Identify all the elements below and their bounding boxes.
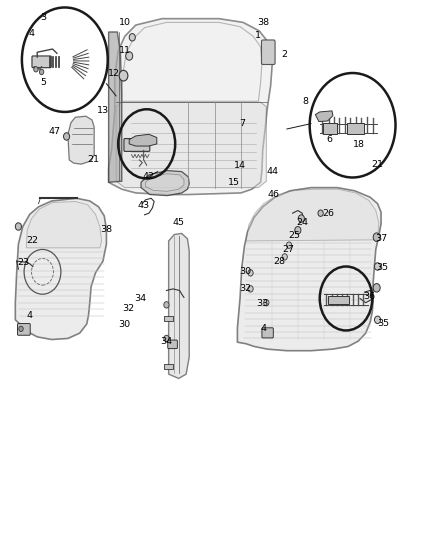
- Text: 15: 15: [227, 179, 240, 187]
- Circle shape: [119, 70, 128, 81]
- Circle shape: [164, 335, 169, 342]
- Circle shape: [298, 215, 304, 222]
- Polygon shape: [141, 171, 189, 196]
- Text: 35: 35: [377, 319, 389, 328]
- Bar: [323, 123, 337, 134]
- Polygon shape: [116, 102, 266, 188]
- Circle shape: [373, 284, 380, 292]
- Text: 24: 24: [296, 218, 308, 227]
- Text: 21: 21: [87, 156, 99, 164]
- Text: 30: 30: [118, 320, 130, 328]
- Text: 1: 1: [255, 31, 261, 40]
- Text: 27: 27: [282, 245, 294, 254]
- Text: 35: 35: [376, 263, 388, 272]
- Polygon shape: [122, 22, 262, 101]
- Circle shape: [374, 316, 381, 324]
- Text: 3: 3: [40, 13, 46, 22]
- Text: 21: 21: [371, 160, 384, 168]
- Polygon shape: [129, 134, 157, 146]
- Text: 5: 5: [40, 78, 46, 87]
- Bar: [164, 316, 173, 321]
- Text: 38: 38: [257, 18, 269, 27]
- Text: 28: 28: [273, 257, 285, 265]
- Circle shape: [318, 210, 323, 216]
- Text: 38: 38: [100, 225, 113, 233]
- Text: 45: 45: [173, 219, 185, 227]
- Polygon shape: [68, 116, 94, 164]
- Polygon shape: [15, 198, 106, 340]
- Text: 18: 18: [353, 141, 365, 149]
- Circle shape: [264, 300, 269, 306]
- Text: 6: 6: [326, 135, 332, 144]
- Circle shape: [373, 233, 380, 241]
- Circle shape: [64, 133, 70, 140]
- Polygon shape: [109, 32, 122, 182]
- Text: 22: 22: [26, 237, 38, 245]
- Text: 13: 13: [97, 106, 109, 115]
- Polygon shape: [246, 189, 379, 241]
- Text: 37: 37: [375, 234, 387, 243]
- Polygon shape: [169, 233, 189, 378]
- Text: 43: 43: [138, 201, 150, 209]
- Text: 36: 36: [363, 293, 375, 301]
- Circle shape: [39, 69, 44, 75]
- Bar: [347, 123, 364, 134]
- Circle shape: [295, 227, 301, 234]
- Circle shape: [286, 242, 292, 248]
- Text: 33: 33: [256, 300, 268, 308]
- Circle shape: [126, 52, 133, 60]
- Text: 42: 42: [142, 173, 154, 181]
- Polygon shape: [26, 201, 102, 248]
- Text: 46: 46: [268, 190, 280, 199]
- Polygon shape: [145, 174, 184, 191]
- Polygon shape: [109, 19, 272, 195]
- FancyBboxPatch shape: [18, 324, 30, 335]
- Circle shape: [248, 286, 253, 292]
- Circle shape: [248, 270, 253, 276]
- Text: 30: 30: [239, 268, 251, 276]
- Text: 34: 34: [160, 337, 173, 345]
- FancyBboxPatch shape: [168, 340, 177, 349]
- Text: 14: 14: [234, 161, 246, 169]
- Circle shape: [129, 34, 135, 41]
- Text: 8: 8: [303, 97, 309, 106]
- Circle shape: [19, 326, 23, 332]
- Text: 4: 4: [28, 29, 35, 37]
- Text: 2: 2: [281, 50, 287, 59]
- Polygon shape: [315, 111, 333, 122]
- Text: 26: 26: [322, 209, 335, 217]
- Text: 47: 47: [49, 127, 61, 136]
- Polygon shape: [237, 188, 381, 351]
- Bar: [328, 296, 349, 304]
- Text: 25: 25: [288, 231, 300, 240]
- Circle shape: [374, 263, 381, 270]
- FancyBboxPatch shape: [124, 139, 150, 151]
- Text: 7: 7: [239, 119, 245, 128]
- Text: 34: 34: [134, 294, 146, 303]
- Text: 23: 23: [17, 258, 29, 266]
- Text: 32: 32: [239, 285, 251, 293]
- Bar: [164, 364, 173, 369]
- FancyBboxPatch shape: [261, 40, 275, 64]
- Text: 32: 32: [122, 304, 134, 312]
- FancyBboxPatch shape: [32, 56, 51, 68]
- Text: 44: 44: [267, 167, 279, 176]
- Text: 10: 10: [119, 18, 131, 27]
- FancyBboxPatch shape: [262, 328, 273, 338]
- Text: 11: 11: [119, 46, 131, 55]
- Circle shape: [34, 67, 38, 72]
- Text: 12: 12: [108, 69, 120, 78]
- Circle shape: [164, 302, 169, 308]
- Text: 4: 4: [261, 325, 267, 333]
- Circle shape: [15, 223, 21, 230]
- Circle shape: [282, 254, 287, 260]
- Text: 4: 4: [26, 311, 32, 320]
